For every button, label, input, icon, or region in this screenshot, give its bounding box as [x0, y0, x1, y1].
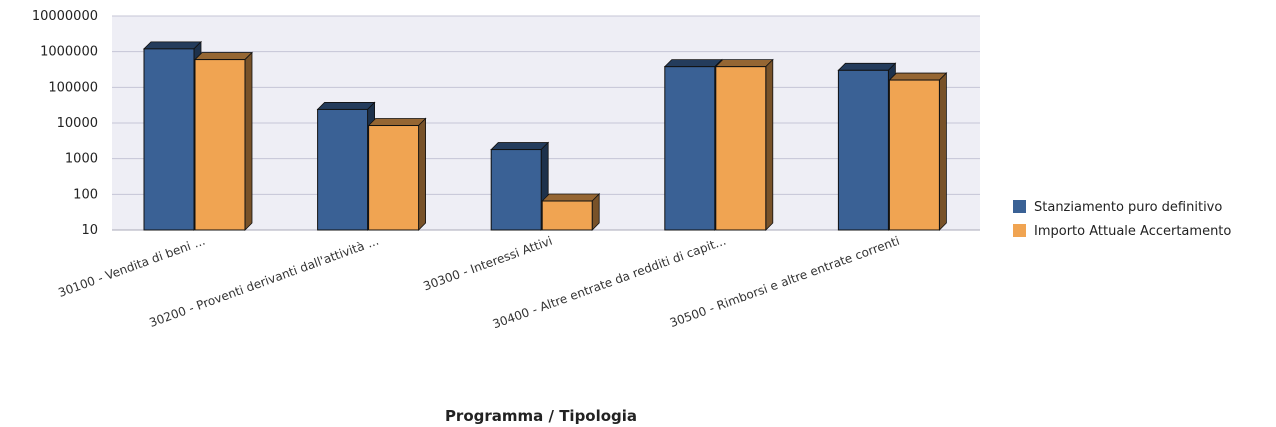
legend-label: Stanziamento puro definitivo [1034, 200, 1222, 215]
bar [194, 51, 253, 231]
x-axis-label: Programma / Tipologia [445, 407, 637, 425]
y-tick-label: 10 [81, 223, 98, 238]
x-tick-label: 30100 - Vendita di beni ... [56, 234, 207, 300]
y-tick-label: 100 [73, 187, 98, 202]
legend-item: Stanziamento puro definitivo [1013, 200, 1222, 215]
bar [316, 101, 376, 231]
bar [541, 193, 601, 231]
x-tick-label: 30300 - Interessi Attivi [421, 234, 554, 294]
bar [367, 117, 427, 231]
bar [663, 58, 723, 231]
y-tick-label: 1000 [65, 152, 98, 167]
x-axis-categories: 30100 - Vendita di beni ...30200 - Prove… [56, 234, 901, 332]
y-tick-label: 1000000 [40, 45, 98, 60]
bar [143, 40, 202, 231]
bar [714, 58, 774, 231]
legend-swatch [1013, 200, 1026, 213]
y-tick-label: 10000 [57, 116, 98, 131]
legend-label: Importo Attuale Accertamento [1034, 224, 1231, 239]
bar [837, 62, 897, 231]
y-tick-label: 100000 [48, 80, 98, 95]
bar [490, 141, 550, 231]
legend-item: Importo Attuale Accertamento [1013, 224, 1231, 239]
bar [888, 72, 948, 231]
bars [143, 40, 948, 231]
y-tick-label: 10000000 [32, 9, 98, 24]
legend-swatch [1013, 224, 1026, 237]
y-axis-ticks: 10 100 1000 10000 100000 1000000 10000000 [32, 9, 98, 238]
legend: Stanziamento puro definitivo Importo Attu… [1013, 200, 1231, 239]
